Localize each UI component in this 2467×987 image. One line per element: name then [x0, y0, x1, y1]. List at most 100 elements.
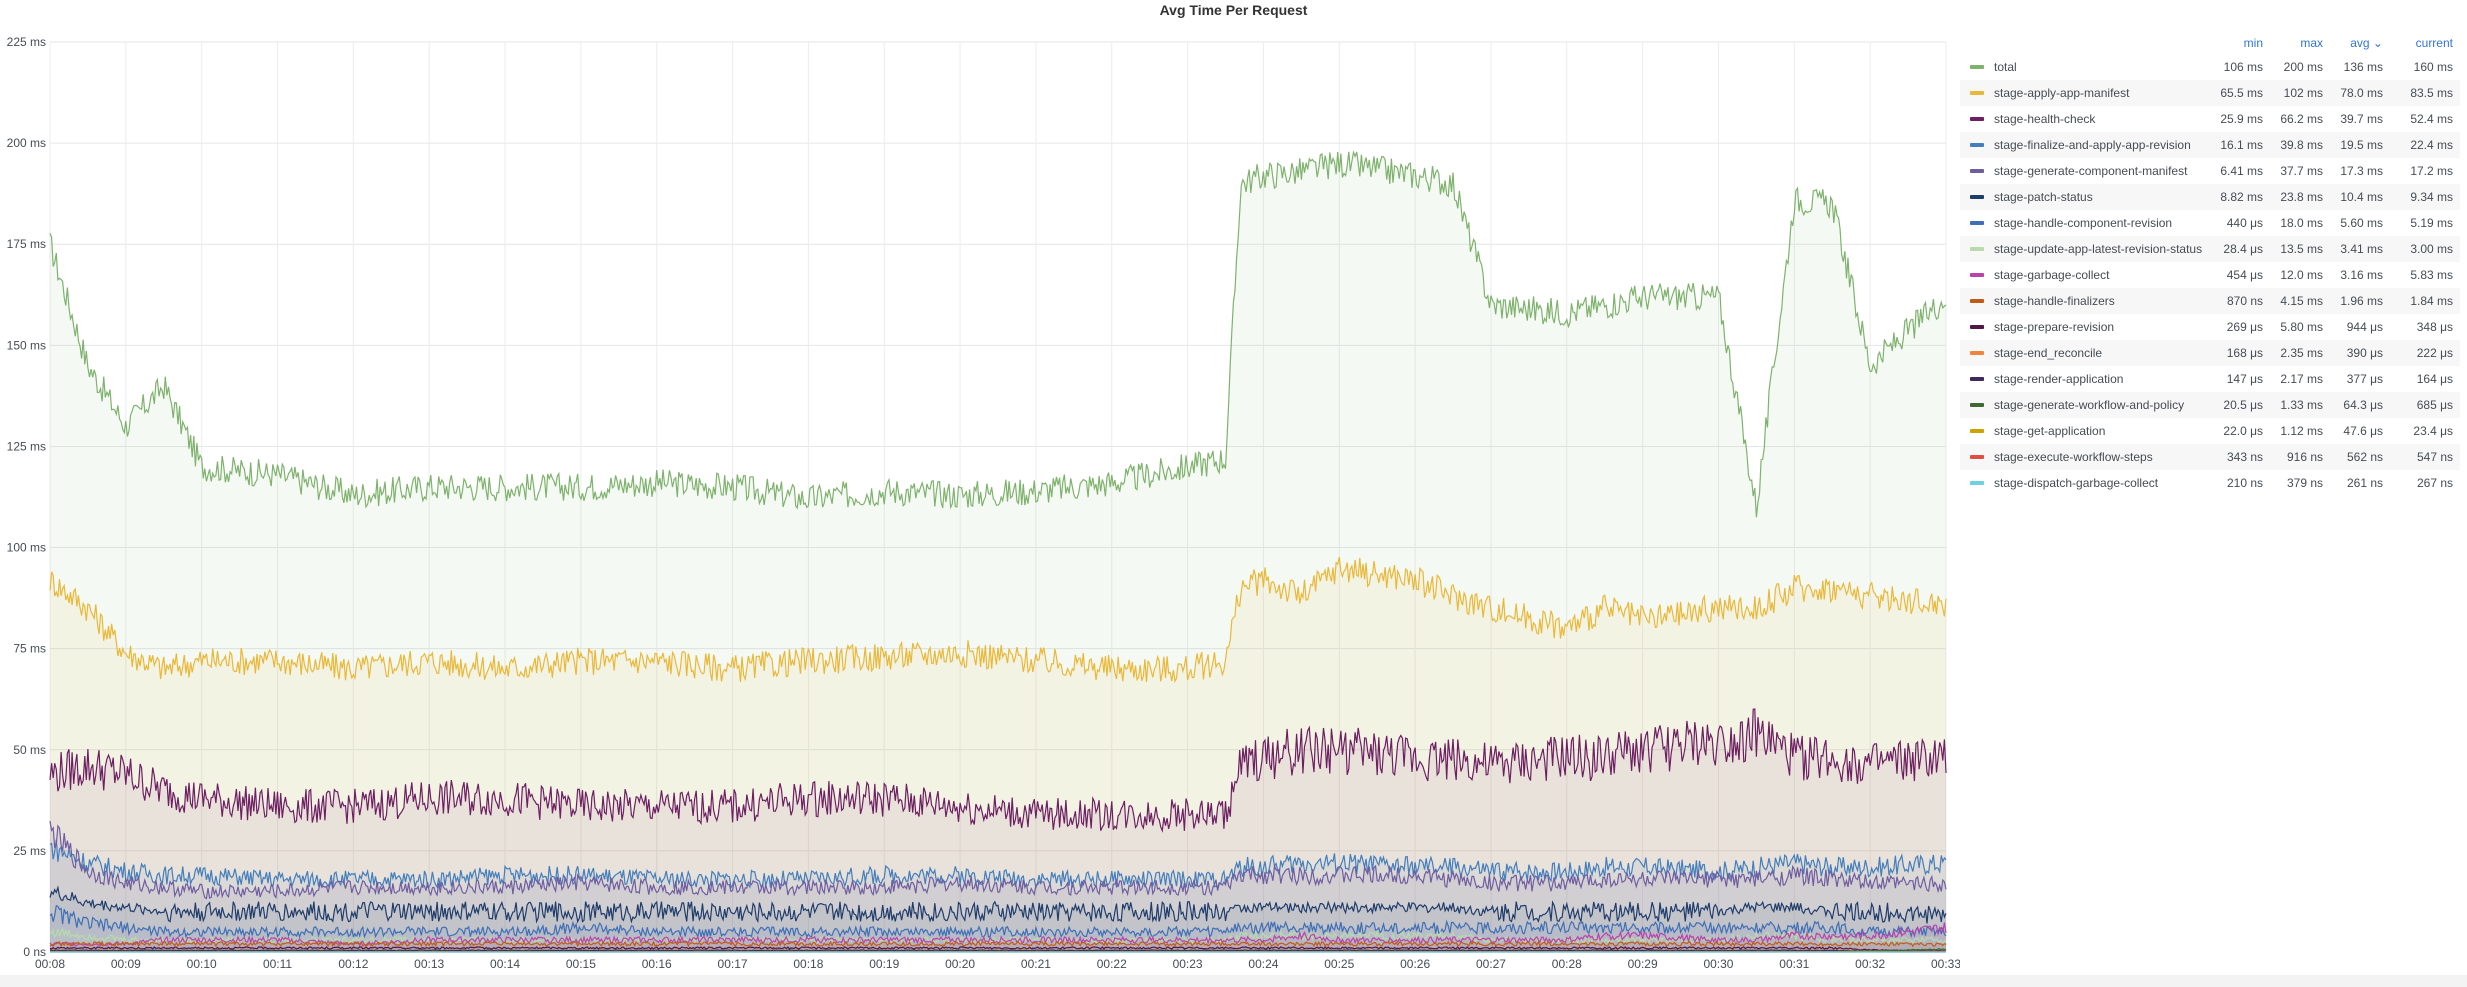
x-tick-label: 00:23	[1173, 957, 1203, 971]
x-tick-label: 00:14	[490, 957, 520, 971]
legend-series-name[interactable]: stage-patch-status	[1994, 190, 2093, 204]
x-tick-label: 00:32	[1855, 957, 1885, 971]
series-line[interactable]	[49, 708, 1947, 833]
legend-avg-value: 10.4 ms	[2340, 190, 2383, 204]
legend-item[interactable]: total 106 ms 200 ms 136 ms 160 ms	[1960, 54, 2460, 80]
legend-max-value: 1.33 ms	[2280, 398, 2323, 412]
series-areas	[50, 151, 1946, 953]
series-area	[50, 151, 1946, 953]
legend-avg-header[interactable]: avg ⌄	[2350, 36, 2383, 50]
legend-avg-value: 47.6 μs	[2343, 424, 2383, 438]
legend-max-value: 102 ms	[2283, 86, 2323, 100]
legend-max-value: 18.0 ms	[2280, 216, 2323, 230]
legend-series-name[interactable]: stage-health-check	[1994, 112, 2096, 126]
legend-series-name[interactable]: stage-execute-workflow-steps	[1994, 450, 2153, 464]
legend-item[interactable]: stage-handle-finalizers 870 ns 4.15 ms 1.96…	[1960, 288, 2460, 314]
legend-series-name[interactable]: stage-generate-component-manifest	[1994, 164, 2188, 178]
y-tick-label: 25 ms	[13, 844, 46, 858]
x-tick-label: 00:26	[1400, 957, 1430, 971]
legend-avg-value: 19.5 ms	[2340, 138, 2383, 152]
legend-current-value: 164 μs	[2416, 372, 2453, 386]
legend-item[interactable]: stage-apply-app-manifest 65.5 ms 102 ms 78.…	[1960, 80, 2460, 106]
legend-item[interactable]: stage-render-application 147 μs 2.17 ms 377…	[1960, 366, 2460, 392]
legend-swatch	[1970, 221, 1984, 225]
legend-series-name[interactable]: stage-garbage-collect	[1994, 268, 2110, 282]
x-tick-label: 00:29	[1628, 957, 1658, 971]
legend-current-value: 348 μs	[2416, 320, 2453, 334]
legend-min-header[interactable]: min	[2243, 36, 2263, 50]
legend-item[interactable]: stage-get-application 22.0 μs 1.12 ms 47.6 …	[1960, 418, 2460, 444]
legend-series-name[interactable]: stage-apply-app-manifest	[1994, 86, 2130, 100]
legend-max-value: 12.0 ms	[2280, 268, 2323, 282]
series-area	[50, 557, 1946, 952]
legend-max-value: 4.15 ms	[2280, 294, 2323, 308]
legend-item[interactable]: stage-update-app-latest-revision-status 2…	[1960, 236, 2460, 262]
legend-item[interactable]: stage-end_reconcile 168 μs 2.35 ms 390 μs 22…	[1960, 340, 2460, 366]
legend-item[interactable]: stage-finalize-and-apply-app-revision 16.…	[1960, 132, 2460, 158]
legend-swatch	[1970, 325, 1984, 329]
legend-min-value: 440 μs	[2226, 216, 2263, 230]
x-tick-label: 00:28	[1552, 957, 1582, 971]
y-tick-label: 125 ms	[7, 439, 46, 453]
series-line[interactable]	[49, 820, 1947, 900]
legend-series-name[interactable]: stage-render-application	[1994, 372, 2124, 386]
y-tick-label: 175 ms	[7, 237, 46, 251]
series-line[interactable]	[49, 885, 1947, 924]
legend-avg-value: 39.7 ms	[2340, 112, 2383, 126]
x-tick-label: 00:18	[793, 957, 823, 971]
x-tick-label: 00:12	[338, 957, 368, 971]
legend-current-value: 5.19 ms	[2410, 216, 2453, 230]
x-tick-label: 00:11	[263, 957, 292, 971]
legend-min-value: 20.5 μs	[2223, 398, 2263, 412]
series-area	[50, 929, 1946, 952]
x-tick-label: 00:24	[1248, 957, 1278, 971]
legend-series-name[interactable]: stage-prepare-revision	[1994, 320, 2115, 334]
plot-area[interactable]: 0 ns 25 ms 50 ms 75 ms 100 ms 125 ms 150 ms 175…	[0, 22, 1960, 975]
x-tick-label: 00:25	[1324, 957, 1354, 971]
legend-item[interactable]: stage-garbage-collect 454 μs 12.0 ms 3.16 m…	[1960, 262, 2460, 288]
legend-item[interactable]: stage-dispatch-garbage-collect 210 ns 379 …	[1960, 470, 2460, 496]
legend-item[interactable]: stage-patch-status 8.82 ms 23.8 ms 10.4 ms 9…	[1960, 184, 2460, 210]
legend-item[interactable]: stage-generate-component-manifest 6.41 ms…	[1960, 158, 2460, 184]
legend-swatch	[1970, 247, 1984, 251]
legend-series-name[interactable]: total	[1994, 60, 2017, 74]
series-line[interactable]	[49, 839, 1947, 891]
legend-series-name[interactable]: stage-get-application	[1994, 424, 2106, 438]
legend-swatch	[1970, 429, 1984, 433]
legend-max-value: 37.7 ms	[2280, 164, 2323, 178]
legend-item[interactable]: stage-health-check 25.9 ms 66.2 ms 39.7 ms 5…	[1960, 106, 2460, 132]
legend-series-name[interactable]: stage-update-app-latest-revision-status	[1994, 242, 2203, 256]
x-tick-label: 00:19	[869, 957, 899, 971]
series-line[interactable]	[49, 949, 1947, 953]
legend-swatch	[1970, 117, 1984, 121]
legend-current-value: 685 μs	[2416, 398, 2453, 412]
series-line[interactable]	[49, 904, 1947, 939]
legend-item[interactable]: stage-execute-workflow-steps 343 ns 916 ns…	[1960, 444, 2460, 470]
legend-swatch	[1970, 143, 1984, 147]
legend-item[interactable]: stage-handle-component-revision 440 μs 18.…	[1960, 210, 2460, 236]
legend-current-header[interactable]: current	[2415, 36, 2453, 50]
legend-series-name[interactable]: stage-end_reconcile	[1994, 346, 2103, 360]
legend-series-name[interactable]: stage-generate-workflow-and-policy	[1994, 398, 2185, 412]
x-tick-label: 00:31	[1779, 957, 1809, 971]
legend-series-name[interactable]: stage-dispatch-garbage-collect	[1994, 476, 2159, 490]
legend-series-name[interactable]: stage-handle-finalizers	[1994, 294, 2115, 308]
legend-item[interactable]: stage-generate-workflow-and-policy 20.5 μ…	[1960, 392, 2460, 418]
series-line[interactable]	[49, 946, 1947, 952]
legend-max-value: 23.8 ms	[2280, 190, 2323, 204]
legend-item[interactable]: stage-prepare-revision 269 μs 5.80 ms 944 μ…	[1960, 314, 2460, 340]
series-line[interactable]	[49, 556, 1947, 684]
legend-current-value: 5.83 ms	[2410, 268, 2453, 282]
legend-max-value: 66.2 ms	[2280, 112, 2323, 126]
series-line[interactable]	[49, 940, 1947, 948]
x-tick-label: 00:22	[1097, 957, 1127, 971]
series-line[interactable]	[49, 150, 1947, 518]
legend-min-value: 16.1 ms	[2220, 138, 2263, 152]
x-tick-label: 00:27	[1476, 957, 1506, 971]
legend-avg-value: 78.0 ms	[2340, 86, 2383, 100]
legend-series-name[interactable]: stage-handle-component-revision	[1994, 216, 2173, 230]
chart-title[interactable]: Avg Time Per Request	[1159, 2, 1308, 18]
legend-max-header[interactable]: max	[2300, 36, 2323, 50]
legend-series-name[interactable]: stage-finalize-and-apply-app-revision	[1994, 138, 2191, 152]
